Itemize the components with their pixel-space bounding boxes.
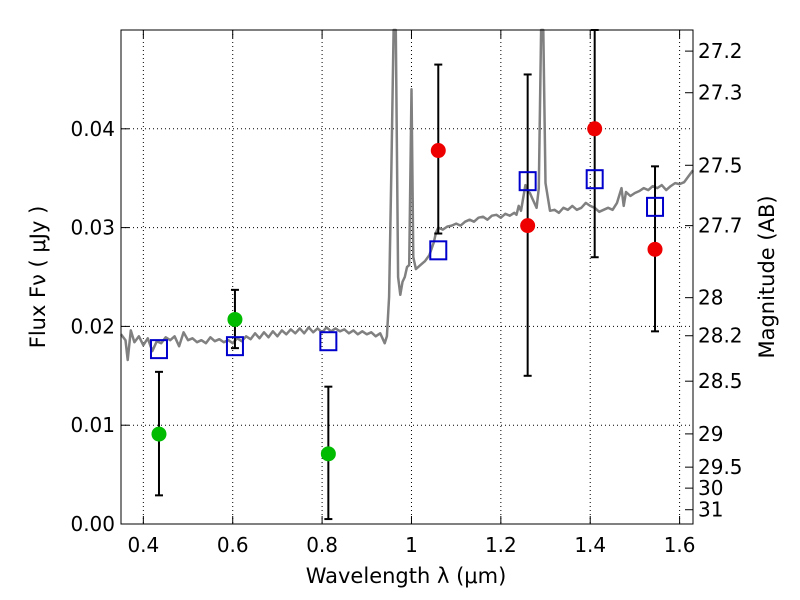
magnitude-tick-label: 27.3 bbox=[698, 81, 743, 105]
green-point bbox=[320, 446, 336, 462]
magnitude-tick-label: 31 bbox=[698, 498, 723, 522]
x-axis-label: Wavelength λ (μm) bbox=[306, 564, 507, 588]
plot-frame bbox=[120, 29, 694, 525]
x-tick-label: 1.4 bbox=[574, 533, 606, 557]
model-square bbox=[319, 331, 338, 352]
model-square bbox=[585, 169, 604, 190]
x-tick-label: 1 bbox=[405, 533, 418, 557]
spectrum-line bbox=[120, 28, 694, 362]
y-tick-label: 0.04 bbox=[70, 117, 115, 141]
tick-label-layer: 0.4 0.6 0.8 1 1.2 1.4 1.6 0.00 0.01 0.02 0.03 0.04 2… bbox=[70, 39, 742, 557]
magnitude-tick-label: 30 bbox=[698, 476, 723, 500]
y-tick-label: 0.02 bbox=[70, 314, 115, 338]
x-tick-label: 0.8 bbox=[306, 533, 338, 557]
green-point bbox=[151, 426, 167, 442]
magnitude-tick-label: 27.7 bbox=[698, 214, 743, 238]
spectrum-layer bbox=[120, 28, 694, 362]
magnitude-tick-label: 28.5 bbox=[698, 369, 743, 393]
magnitude-tick-label: 29 bbox=[698, 422, 723, 446]
y-axis-label-left: Flux Fν ( μJy ) bbox=[26, 206, 50, 349]
model-square bbox=[225, 336, 244, 357]
x-tick-label: 1.6 bbox=[664, 533, 696, 557]
model-square bbox=[149, 339, 168, 360]
red-point bbox=[520, 218, 536, 234]
red-point bbox=[647, 241, 663, 257]
magnitude-tick-label: 28.2 bbox=[698, 324, 743, 348]
x-tick-label: 1.2 bbox=[485, 533, 517, 557]
model-square bbox=[429, 240, 448, 261]
green-point bbox=[227, 311, 243, 327]
red-point bbox=[430, 143, 446, 159]
magnitude-tick-label: 27.5 bbox=[698, 153, 743, 177]
x-tick-label: 0.4 bbox=[127, 533, 159, 557]
model-square bbox=[646, 196, 665, 217]
y-tick-label: 0.01 bbox=[70, 413, 115, 437]
y-axis-label-right: Magnitude (AB) bbox=[755, 195, 779, 358]
magnitude-tick-label: 28 bbox=[698, 286, 723, 310]
magnitude-tick-label: 27.2 bbox=[698, 39, 743, 63]
red-point bbox=[587, 121, 603, 137]
x-tick-label: 0.6 bbox=[217, 533, 249, 557]
y-tick-label: 0.00 bbox=[70, 512, 115, 536]
y-tick-label: 0.03 bbox=[70, 216, 115, 240]
model-square bbox=[518, 171, 537, 192]
marker-layer bbox=[149, 121, 665, 462]
tick-layer bbox=[121, 30, 693, 525]
magnitude-tick-label: 29.5 bbox=[698, 455, 743, 479]
errorbar-layer bbox=[154, 29, 660, 521]
grid bbox=[121, 30, 693, 525]
